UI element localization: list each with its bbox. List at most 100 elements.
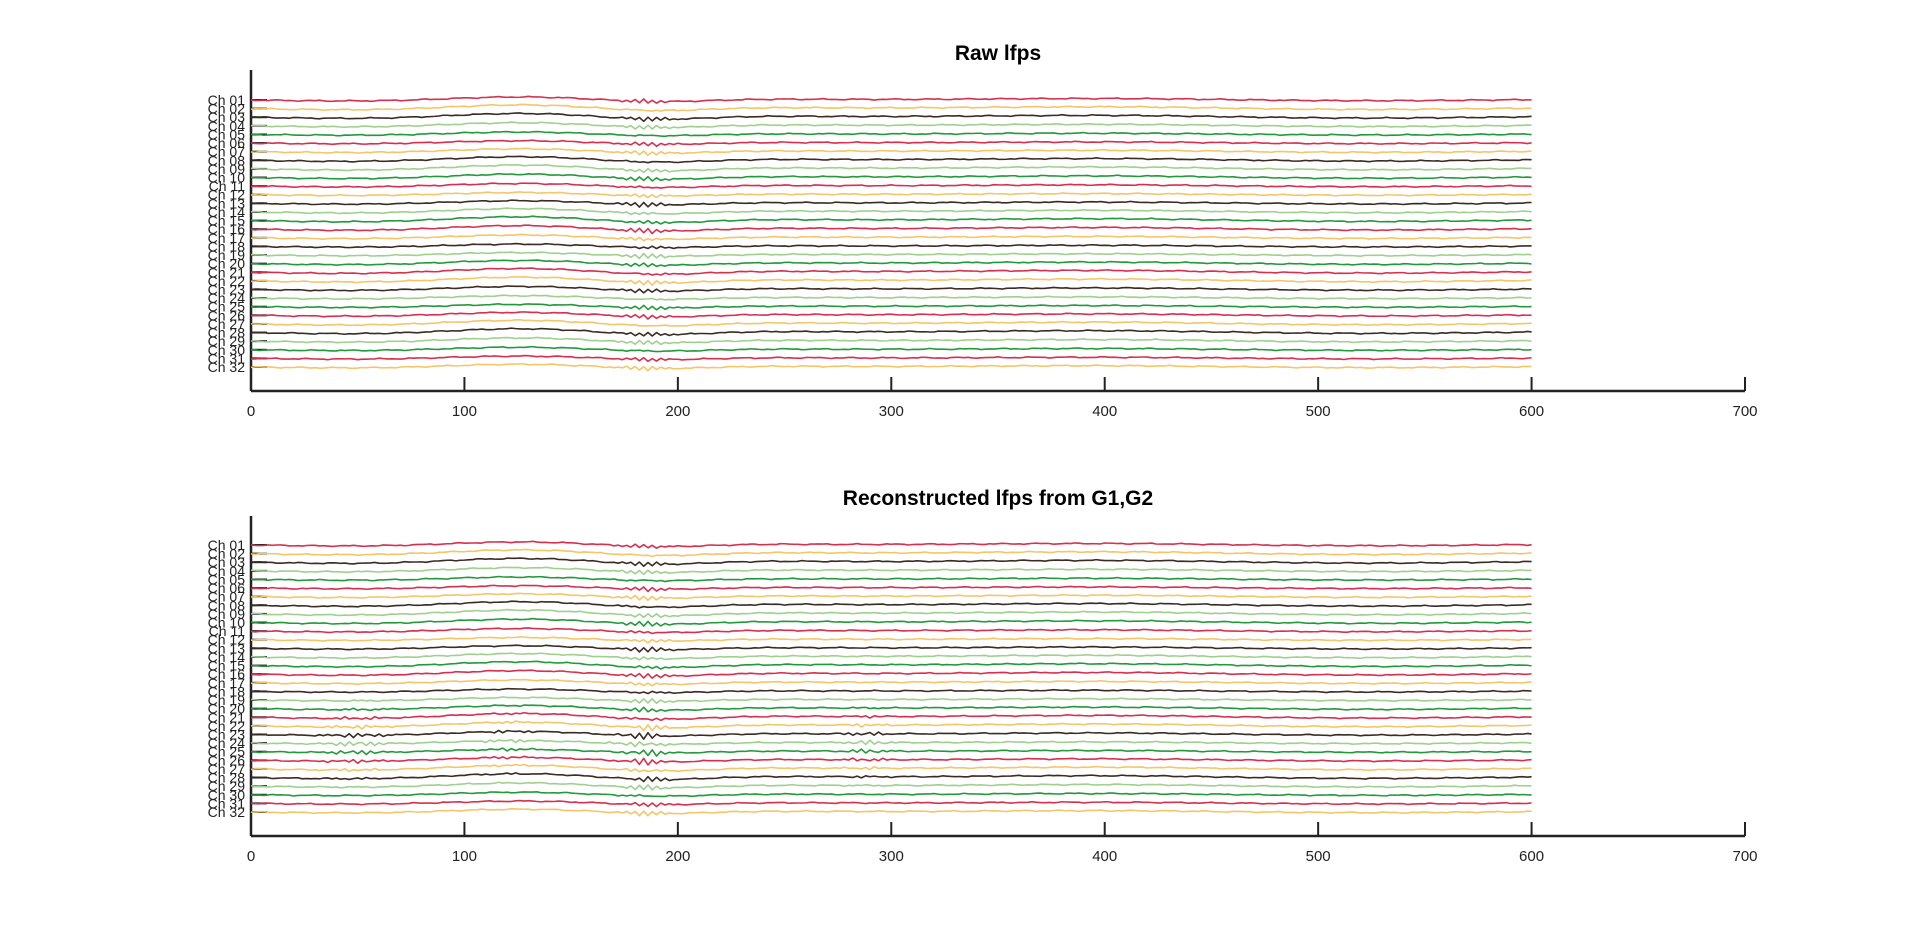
channel-trace	[250, 172, 1532, 182]
channel-label: Ch 12	[208, 632, 246, 648]
channel-label: Ch 02	[208, 101, 246, 117]
channel-trace	[250, 584, 1532, 593]
channel-trace	[250, 294, 1532, 301]
channel-label: Ch 15	[208, 658, 246, 674]
channel-label: Ch 08	[208, 597, 246, 613]
channel-label: Ch 15	[208, 213, 246, 229]
channel-trace	[250, 303, 1532, 311]
x-tick-label: 300	[879, 403, 904, 420]
channel-label: Ch 10	[208, 615, 246, 631]
channel-trace	[250, 139, 1532, 148]
channel-label: Ch 19	[208, 247, 246, 263]
channel-trace	[250, 199, 1532, 208]
channel-label: Ch 14	[208, 204, 246, 220]
channel-label: Ch 31	[208, 350, 246, 366]
channel-trace	[250, 540, 1532, 549]
channel-trace	[250, 660, 1532, 670]
channel-label: Ch 01	[208, 537, 246, 553]
x-tick-label: 300	[879, 848, 904, 865]
channel-trace	[250, 548, 1532, 558]
channel-label: Ch 26	[208, 307, 246, 323]
x-tick-label: 600	[1519, 848, 1544, 865]
channel-trace	[250, 575, 1532, 583]
channel-trace	[250, 224, 1532, 235]
x-tick-label: 600	[1519, 403, 1544, 420]
channel-trace	[250, 259, 1532, 268]
channel-trace	[250, 267, 1532, 276]
reconstructed-lfps-panel: Reconstructed lfps from G1,G2 0 100 200 300 4…	[208, 487, 1758, 865]
channel-label: Ch 03	[208, 554, 246, 570]
channel-trace	[250, 233, 1532, 242]
channel-trace	[250, 285, 1532, 294]
channel-trace	[250, 130, 1532, 138]
channel-label: Ch 20	[208, 701, 246, 717]
channel-label: Ch 27	[208, 316, 246, 332]
channel-label: Ch 26	[208, 752, 246, 768]
channel-label: Ch 11	[209, 623, 246, 639]
channel-label: Ch 09	[208, 161, 246, 177]
chart-title: Reconstructed lfps from G1,G2	[843, 487, 1153, 510]
channel-trace	[250, 191, 1532, 199]
channel-label: Ch 05	[208, 126, 246, 142]
channel-trace	[250, 242, 1532, 250]
channel-trace	[250, 592, 1532, 602]
channel-label: Ch 29	[208, 778, 246, 794]
channel-label: Ch 17	[208, 230, 246, 246]
x-tick-label: 500	[1306, 848, 1331, 865]
channel-label: Ch 12	[208, 187, 246, 203]
channel-label: Ch 23	[208, 726, 246, 742]
channel-trace	[250, 790, 1532, 798]
channel-label: Ch 27	[208, 761, 246, 777]
channel-trace	[250, 251, 1532, 260]
channel-trace	[250, 678, 1532, 687]
channel-trace	[250, 215, 1532, 225]
x-tick-label: 100	[452, 848, 477, 865]
x-tick-label: 200	[665, 848, 690, 865]
channel-trace	[250, 121, 1532, 130]
channel-label: Ch 14	[208, 649, 246, 665]
channel-trace	[250, 781, 1532, 791]
channel-trace	[250, 327, 1532, 337]
channel-label: Ch 25	[208, 299, 246, 315]
channel-label: Ch 05	[208, 571, 246, 587]
channel-label: Ch 25	[208, 744, 246, 760]
channel-trace	[250, 669, 1532, 679]
channel-label: Ch 10	[208, 170, 246, 186]
channel-trace	[250, 763, 1532, 773]
channel-trace	[250, 799, 1532, 808]
channel-trace	[250, 608, 1532, 619]
x-tick-label: 0	[247, 848, 255, 865]
channel-label: Ch 21	[208, 709, 246, 725]
channel-trace	[250, 729, 1532, 740]
channel-label: Ch 02	[208, 546, 246, 562]
channel-trace	[250, 155, 1532, 164]
channel-label: Ch 32	[208, 359, 246, 375]
x-tick-label: 200	[665, 403, 690, 420]
channel-label: Ch 20	[208, 256, 246, 272]
channel-label: Ch 28	[208, 325, 246, 341]
channel-label: Ch 31	[208, 795, 246, 811]
channel-label: Ch 30	[208, 787, 246, 803]
channel-trace	[250, 720, 1532, 732]
channel-trace	[250, 636, 1532, 644]
channel-trace	[250, 345, 1532, 353]
channel-trace	[250, 711, 1532, 722]
channel-label: Ch 16	[208, 666, 246, 682]
chart-title: Raw lfps	[955, 42, 1041, 65]
x-tick-label: 700	[1732, 848, 1757, 865]
channel-trace	[250, 696, 1532, 704]
channel-label: Ch 07	[208, 589, 246, 605]
channel-label: Ch 09	[208, 606, 246, 622]
channel-label: Ch 06	[208, 135, 246, 151]
channel-label: Ch 24	[208, 290, 246, 306]
x-tick-label: 400	[1092, 848, 1117, 865]
channel-trace	[250, 363, 1532, 372]
channel-label: Ch 22	[208, 273, 246, 289]
x-tick-label: 400	[1092, 403, 1117, 420]
channel-label: Ch 16	[208, 221, 246, 237]
channel-trace	[250, 772, 1532, 783]
channel-label: Ch 21	[208, 264, 246, 280]
channel-trace	[250, 147, 1532, 156]
channel-label: Ch 22	[208, 718, 246, 734]
